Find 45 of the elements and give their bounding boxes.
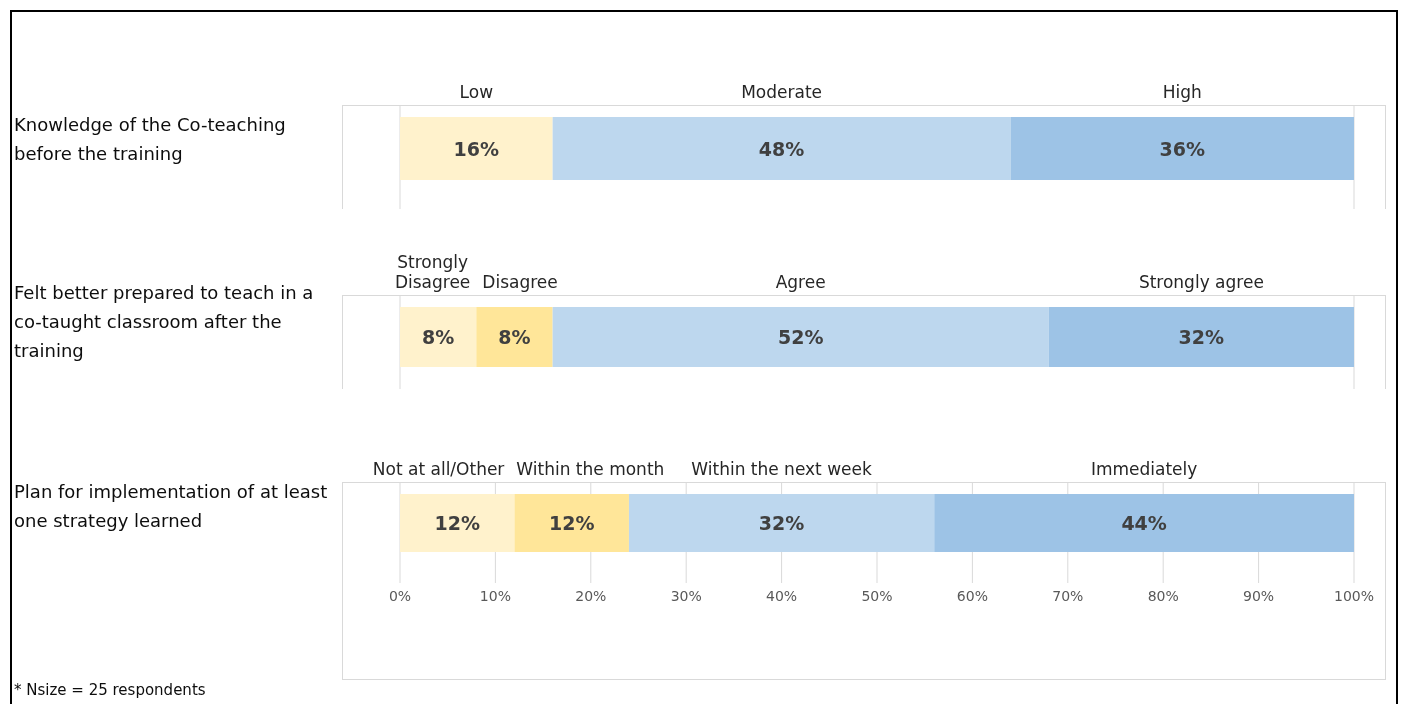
- series-label: Low: [459, 82, 494, 102]
- x-tick-label: 10%: [479, 587, 511, 604]
- data-label: 32%: [1178, 326, 1225, 348]
- series-label: Moderate: [741, 82, 823, 102]
- series-label: Strongly agree: [1138, 272, 1264, 292]
- y-tick-label: Felt better prepared to teach in a co-taught classroom after the training: [14, 281, 314, 361]
- series-label: Strongly Disagree: [394, 252, 471, 292]
- x-tick-label: 80%: [1147, 587, 1179, 604]
- data-label: 12%: [434, 512, 480, 534]
- series-label: Not at all/Other: [372, 459, 505, 479]
- bar: [1048, 307, 1354, 367]
- bar: [628, 494, 935, 552]
- series-label: Immediately: [1090, 459, 1198, 479]
- data-label: 32%: [758, 512, 805, 534]
- series-label: Disagree: [482, 272, 558, 292]
- x-tick-label: 30%: [670, 587, 702, 604]
- bar: [476, 307, 553, 367]
- x-tick-label: 100%: [1333, 587, 1375, 604]
- bar: [552, 307, 1049, 367]
- data-label: 16%: [453, 137, 500, 160]
- data-label: 12%: [548, 512, 595, 534]
- bar: [514, 494, 629, 552]
- text: * Nsize = 25 respondents: [14, 681, 206, 699]
- bar: [400, 494, 515, 552]
- bar: [934, 494, 1354, 552]
- x-tick-label: 20%: [575, 587, 607, 604]
- data-label: 8%: [422, 326, 455, 348]
- data-label: 8%: [498, 326, 531, 348]
- y-tick-label: Knowledge of the Co-teaching before the training: [14, 113, 286, 164]
- data-label: 36%: [1159, 137, 1206, 160]
- data-label: 52%: [777, 326, 824, 348]
- x-tick-label: 70%: [1052, 587, 1084, 604]
- bar: [400, 307, 477, 367]
- x-tick-label: 40%: [766, 587, 798, 604]
- series-label: High: [1162, 82, 1202, 102]
- data-label: 44%: [1121, 512, 1167, 534]
- x-tick-label: 0%: [388, 587, 412, 604]
- x-tick-label: 60%: [956, 587, 988, 604]
- y-tick-label: Plan for implementation of at least one strategy learned: [14, 480, 328, 531]
- x-tick-label: 90%: [1243, 587, 1275, 604]
- x-tick-label: 50%: [861, 587, 893, 604]
- data-label: 48%: [758, 137, 805, 160]
- series-label: Within the month: [516, 459, 665, 479]
- series-label: Agree: [775, 272, 826, 292]
- series-label: Within the next week: [691, 459, 873, 479]
